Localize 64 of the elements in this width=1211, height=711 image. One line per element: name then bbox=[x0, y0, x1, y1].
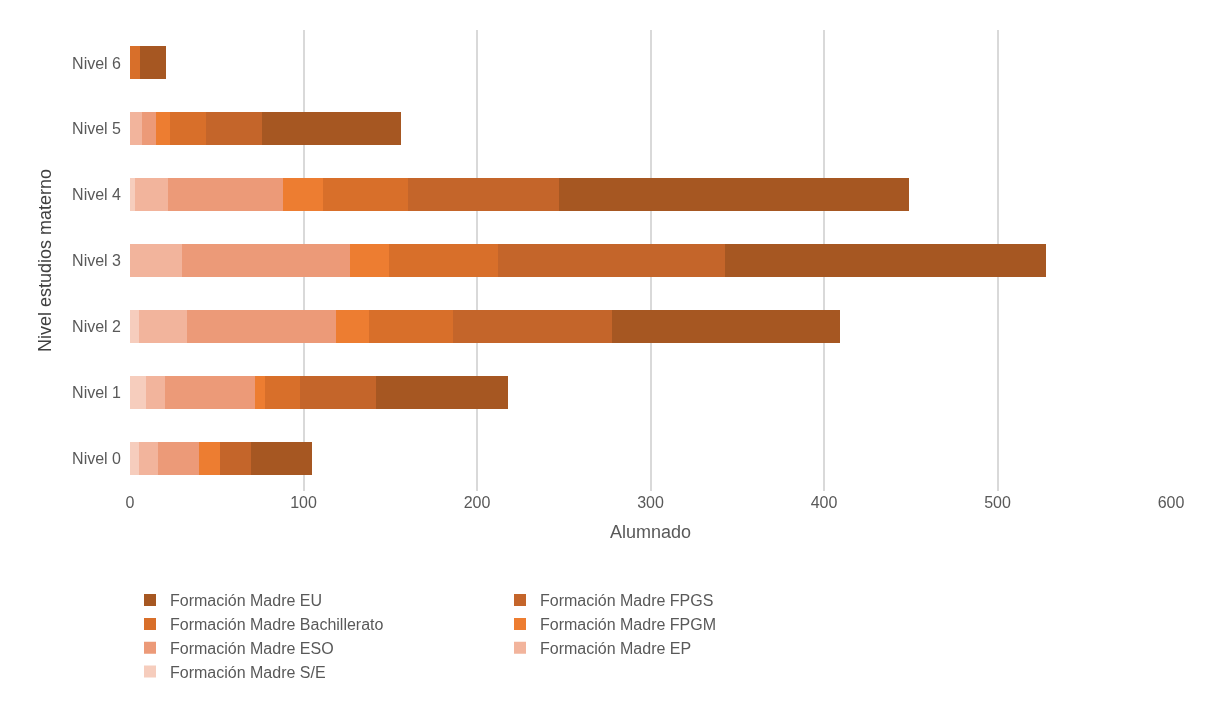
bar bbox=[265, 375, 301, 409]
x-tick-label: 200 bbox=[463, 494, 491, 511]
y-tick-label: Nivel 5 bbox=[72, 120, 122, 138]
bar bbox=[350, 244, 389, 277]
legend-label: Formación Madre ESO bbox=[170, 639, 334, 657]
bar bbox=[140, 46, 167, 80]
bar bbox=[322, 178, 408, 212]
bar bbox=[142, 112, 157, 146]
bar bbox=[254, 375, 266, 409]
bar bbox=[497, 244, 726, 277]
bar bbox=[407, 178, 559, 212]
legend-label: Formación Madre Bachillerato bbox=[170, 616, 384, 634]
x-tick-label: 300 bbox=[637, 494, 664, 511]
bar bbox=[130, 112, 143, 146]
y-axis-title: Nivel estudios materno bbox=[35, 168, 56, 353]
legend-label: Formación Madre FPGS bbox=[540, 592, 714, 610]
x-tick-label: 400 bbox=[810, 494, 838, 511]
x-tick-label: 500 bbox=[984, 494, 1011, 511]
bar bbox=[130, 46, 141, 80]
bar bbox=[452, 309, 613, 343]
bar bbox=[130, 178, 136, 212]
y-tick-label: Nivel 6 bbox=[72, 54, 122, 72]
bar bbox=[282, 178, 323, 212]
x-tick-label: 100 bbox=[290, 494, 317, 511]
bar bbox=[300, 375, 377, 409]
bar bbox=[220, 441, 252, 475]
y-tick-label: Nivel 4 bbox=[72, 186, 122, 204]
bar bbox=[558, 178, 910, 212]
y-tick-label: Nivel 0 bbox=[72, 449, 122, 467]
y-tick-label: Nivel 2 bbox=[72, 317, 122, 335]
legend-label: Formación Madre EU bbox=[170, 592, 323, 610]
legend-label: Formación Madre FPGM bbox=[540, 616, 717, 634]
bar bbox=[138, 441, 158, 475]
bar bbox=[251, 441, 313, 475]
x-tick-label: 0 bbox=[125, 494, 135, 511]
bar bbox=[376, 375, 509, 409]
bar bbox=[388, 244, 498, 277]
bar bbox=[725, 244, 1047, 277]
bar bbox=[199, 441, 221, 475]
bar bbox=[130, 244, 183, 277]
bar bbox=[157, 441, 200, 475]
bar bbox=[169, 112, 207, 146]
x-tick-label: 600 bbox=[1157, 494, 1185, 511]
bar bbox=[187, 309, 337, 343]
bar bbox=[145, 375, 165, 409]
bar bbox=[168, 178, 283, 212]
legend-label: Formación Madre EP bbox=[540, 639, 692, 657]
bar bbox=[156, 112, 170, 146]
bar bbox=[138, 309, 188, 343]
bar bbox=[130, 375, 146, 409]
bar bbox=[182, 244, 351, 277]
y-tick-label: Nivel 3 bbox=[72, 252, 122, 270]
bar bbox=[336, 309, 370, 343]
legend-label: Formación Madre S/E bbox=[170, 663, 326, 681]
bar bbox=[130, 309, 139, 343]
y-tick-label: Nivel 1 bbox=[72, 383, 122, 401]
bar bbox=[135, 178, 169, 212]
bar bbox=[369, 309, 453, 343]
bar bbox=[261, 112, 401, 146]
bar bbox=[130, 441, 139, 475]
bar bbox=[612, 309, 840, 343]
bar bbox=[206, 112, 262, 146]
bar bbox=[164, 375, 255, 409]
x-axis-title: Alumnado bbox=[609, 522, 692, 543]
